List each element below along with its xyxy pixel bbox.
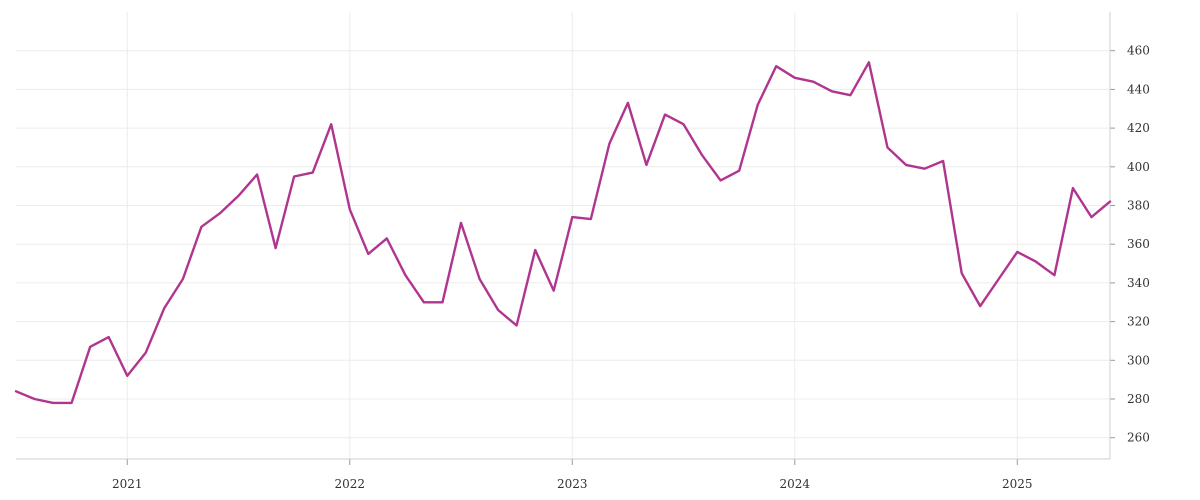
gridlines	[16, 12, 1110, 459]
y-tick-label: 260	[1127, 431, 1150, 445]
x-tick-label: 2021	[112, 477, 143, 491]
x-tick-label: 2024	[780, 477, 811, 491]
y-tick-label: 360	[1127, 237, 1150, 251]
x-tick-label: 2023	[557, 477, 588, 491]
y-tick-label: 300	[1127, 353, 1150, 367]
x-tick-label: 2025	[1002, 477, 1033, 491]
series-line	[14, 61, 1112, 405]
series-layer	[14, 61, 1112, 405]
y-tick-label: 440	[1127, 82, 1150, 96]
y-tick-label: 280	[1127, 392, 1150, 406]
y-tick-label: 420	[1127, 121, 1150, 135]
y-tick-label: 380	[1127, 199, 1150, 213]
y-tick-label: 340	[1127, 276, 1150, 290]
axes	[16, 12, 1115, 465]
y-tick-label: 400	[1127, 160, 1150, 174]
tick-labels: 260 280 300 320 340 360 380 400 420 440 460 2021 202…	[112, 44, 1150, 491]
y-tick-label: 460	[1127, 44, 1150, 58]
y-tick-label: 320	[1127, 315, 1150, 329]
x-tick-label: 2022	[334, 477, 365, 491]
